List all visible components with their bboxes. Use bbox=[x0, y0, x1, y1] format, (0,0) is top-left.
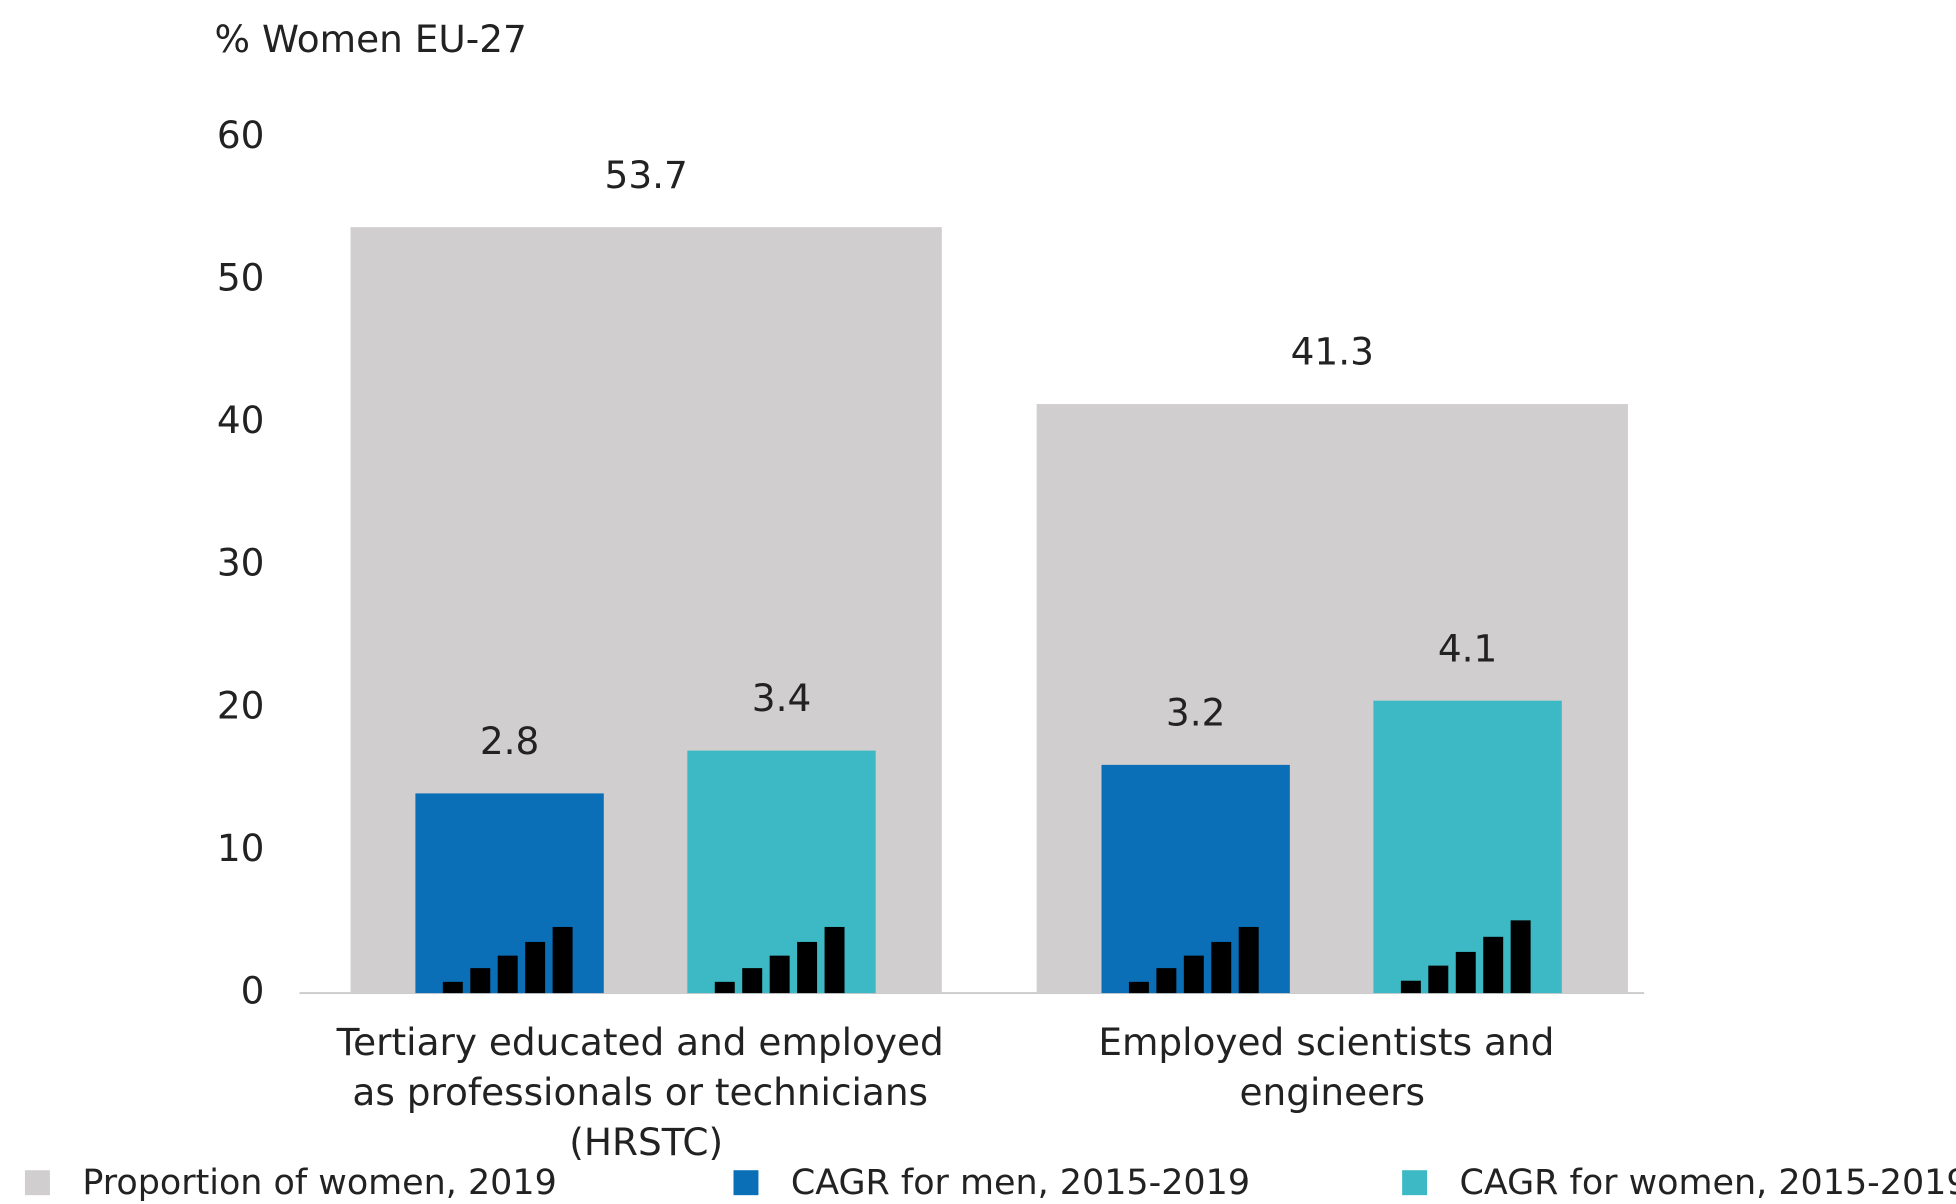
legend-label: Proportion of women, 2019 bbox=[82, 1163, 556, 1203]
icon-bar bbox=[1238, 926, 1259, 994]
y-tick-label: 0 bbox=[241, 969, 265, 1013]
bar-icon bbox=[714, 926, 845, 994]
x-tick-label: Employed scientists and engineers bbox=[1098, 1020, 1566, 1114]
value-label: 41.3 bbox=[1291, 330, 1374, 374]
icon-bar bbox=[552, 926, 573, 994]
icon-bar bbox=[714, 981, 735, 994]
value-label: 53.7 bbox=[605, 153, 688, 197]
y-tick-label: 10 bbox=[217, 826, 265, 870]
icon-bar bbox=[442, 981, 463, 994]
icon-bar bbox=[1483, 936, 1504, 994]
icon-bar bbox=[1128, 981, 1149, 994]
icon-bar bbox=[470, 968, 491, 994]
icon-bar bbox=[1428, 965, 1449, 994]
icon-bar bbox=[824, 926, 845, 994]
icon-bar bbox=[1211, 941, 1232, 994]
icon-bar bbox=[769, 955, 790, 994]
y-tick-label: 40 bbox=[217, 398, 265, 442]
bar-icon bbox=[1128, 926, 1259, 994]
legend-swatch bbox=[1402, 1170, 1428, 1196]
y-tick-label: 30 bbox=[217, 541, 265, 585]
legend-swatch bbox=[24, 1170, 50, 1196]
y-tick-label: 60 bbox=[217, 113, 265, 157]
icon-bar bbox=[1156, 968, 1177, 994]
value-label: 4.1 bbox=[1438, 626, 1498, 670]
legend-swatch bbox=[733, 1170, 759, 1196]
y-tick-label: 20 bbox=[217, 683, 265, 727]
icon-bar bbox=[525, 941, 546, 994]
y-axis-label: % Women EU-27 bbox=[215, 17, 527, 61]
icon-bar bbox=[742, 968, 763, 994]
icon-bar bbox=[1455, 951, 1476, 994]
icon-bar bbox=[1510, 920, 1531, 994]
icon-bar bbox=[1400, 980, 1421, 994]
legend-label: CAGR for men, 2015-2019 bbox=[791, 1163, 1250, 1203]
value-label: 3.2 bbox=[1166, 690, 1226, 734]
value-label: 2.8 bbox=[480, 719, 540, 763]
legend-label: CAGR for women, 2015-2019 bbox=[1460, 1163, 1956, 1203]
y-tick-label: 50 bbox=[217, 255, 265, 299]
icon-bar bbox=[497, 955, 518, 994]
icon-bar bbox=[1183, 955, 1204, 994]
x-tick-label: Tertiary educated and employed as profes… bbox=[336, 1020, 956, 1164]
icon-bar bbox=[797, 941, 818, 994]
bar-icon bbox=[1400, 920, 1531, 994]
bar bbox=[1373, 700, 1562, 994]
value-label: 3.4 bbox=[752, 676, 812, 720]
bar-icon bbox=[442, 926, 573, 994]
